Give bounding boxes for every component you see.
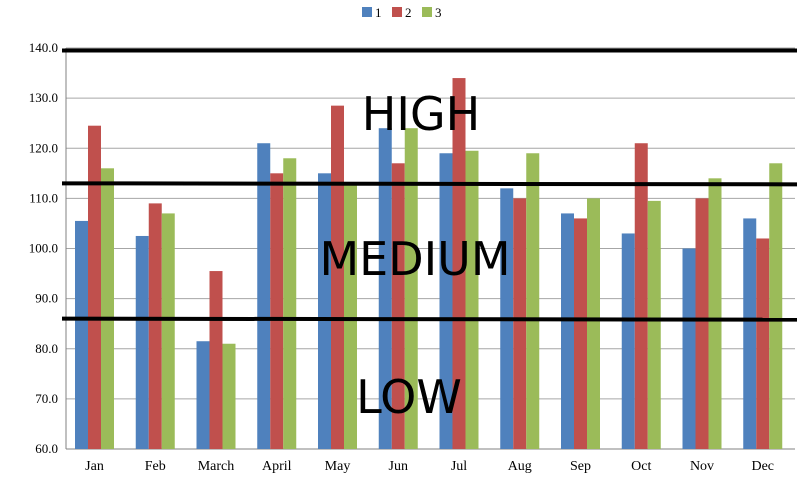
bar-1-jul [439,153,453,449]
bar-3-oct [647,200,661,449]
bar-3-may [344,183,357,449]
y-tick-label: 130.0 [29,90,58,105]
bar-1-dec [743,218,757,449]
bar-3-dec [769,163,783,449]
y-tick-label: 110.0 [29,190,58,205]
bar-2-feb [148,203,162,449]
x-tick-label: Jan [85,459,104,474]
bar-2-aug [513,198,527,449]
bar-3-feb [161,213,175,449]
bar-1-march [196,341,210,449]
bar-3-nov [708,178,722,449]
bar-2-oct [634,143,648,450]
legend-swatch-3 [422,7,432,17]
y-tick-label: 100.0 [29,241,58,256]
bar-1-april [257,143,271,450]
x-tick-label: May [325,459,351,474]
bar-2-april [270,173,284,449]
bar-2-jan [88,125,101,449]
bar-2-jul [452,78,466,449]
legend-label: 2 [405,5,412,20]
x-tick-label: Sep [570,459,591,474]
gridlines [65,47,795,450]
bar-1-nov [682,248,696,449]
y-tick-label: 80.0 [35,341,58,356]
threshold-line [61,181,798,187]
x-tick-label: Jul [451,459,467,474]
bars [75,78,783,450]
y-tick-label: 60.0 [35,441,58,456]
bar-1-feb [135,235,149,449]
threshold-lines [61,48,798,322]
legend-swatch-2 [392,7,402,17]
x-tick-label: Jun [389,459,408,474]
bar-3-sep [587,198,600,449]
y-tick-label: 70.0 [35,391,58,406]
bar-1-oct [621,233,635,449]
bar-3-march [222,343,236,449]
bar-3-jan [101,168,114,450]
threshold-line [61,316,798,322]
bar-2-march [209,271,223,449]
bar-1-jun [378,128,392,449]
bar-1-jan [75,220,88,449]
bar-3-jun [404,128,418,449]
legend-label: 1 [375,5,382,20]
x-tick-label: Oct [631,459,651,474]
x-axis-labels: Jan Feb March April May Jun Jul Aug Sep Oct Nov Dec [85,459,774,474]
bar-1-sep [561,213,574,449]
bar-2-nov [695,198,709,449]
y-tick-label: 140.0 [29,40,58,55]
y-axis-ticks: 60.0 70.0 80.0 90.0 100.0 110.0 120.0 130.0 140.… [29,40,58,456]
x-tick-label: Aug [508,459,532,474]
bar-2-sep [574,218,587,449]
bar-2-may [331,105,344,450]
y-tick-label: 120.0 [29,140,58,155]
x-tick-label: Feb [145,459,166,474]
legend: 1 2 3 [362,5,442,20]
bar-3-april [283,158,297,449]
zone-label-medium: MEDIUM [319,232,510,286]
zone-label-high: HIGH [362,87,480,141]
x-tick-label: March [198,459,235,474]
bar-1-may [318,173,331,449]
bar-3-jul [465,150,479,449]
x-tick-label: Dec [751,459,774,474]
bar-2-dec [756,238,770,449]
bar-3-aug [526,153,540,449]
x-tick-label: April [262,459,292,474]
y-tick-label: 90.0 [35,291,58,306]
x-tick-label: Nov [690,459,714,474]
zone-labels: HIGH MEDIUM LOW [319,87,510,424]
legend-label: 3 [435,5,442,20]
bar-2-jun [391,163,405,449]
zone-label-low: LOW [356,370,462,424]
legend-swatch-1 [362,7,372,17]
